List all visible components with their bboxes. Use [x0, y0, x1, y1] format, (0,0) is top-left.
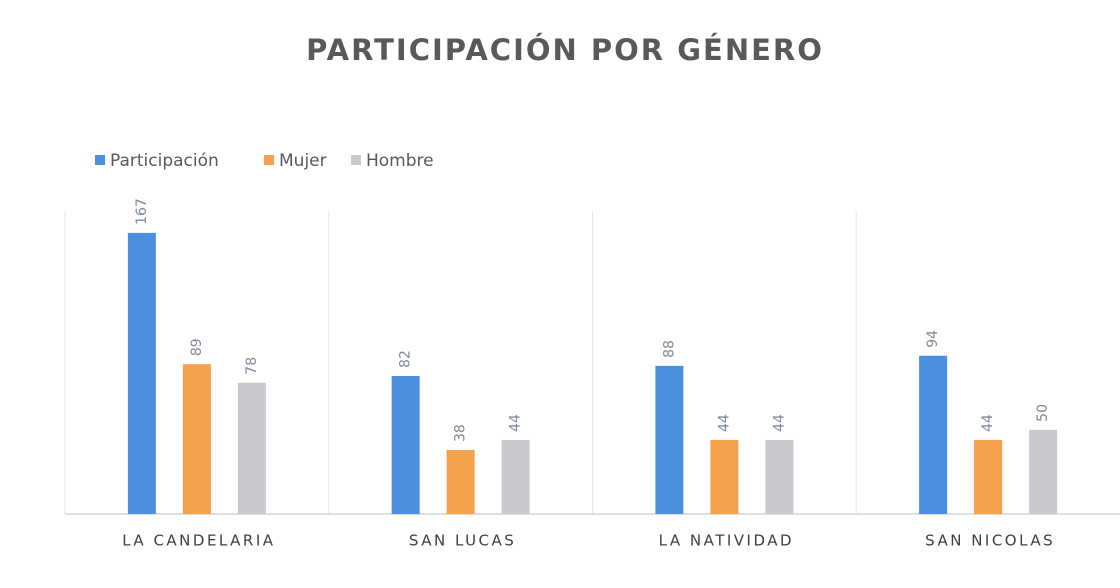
bar	[391, 375, 420, 514]
bar	[127, 232, 156, 514]
bar	[446, 450, 475, 514]
data-label: 88	[661, 340, 677, 358]
x-tick-label: LA NATIVIDAD	[659, 532, 794, 550]
bar	[710, 439, 739, 514]
bar	[919, 355, 948, 514]
data-label: 167	[134, 198, 150, 225]
data-label: 44	[980, 414, 996, 432]
data-label: 89	[189, 338, 205, 356]
data-label: 38	[453, 424, 469, 442]
bar	[974, 439, 1003, 514]
bar	[1029, 429, 1058, 514]
legend-swatch	[351, 155, 361, 165]
bar	[765, 439, 794, 514]
legend-swatch	[95, 155, 105, 165]
bar	[501, 439, 530, 514]
data-label: 44	[508, 414, 524, 432]
legend-label: Mujer	[279, 151, 327, 171]
chart-title: PARTICIPACIÓN POR GÉNERO	[306, 33, 824, 67]
data-label: 78	[244, 357, 260, 375]
x-tick-label: SAN NICOLAS	[925, 532, 1055, 550]
legend-swatch	[264, 155, 274, 165]
bar	[237, 382, 266, 514]
data-label: 94	[925, 330, 941, 348]
data-label: 82	[398, 350, 414, 368]
data-label: 44	[771, 414, 787, 432]
x-tick-label: SAN LUCAS	[409, 532, 516, 550]
legend-label: Hombre	[366, 151, 434, 171]
bar	[655, 365, 684, 514]
data-label: 50	[1035, 404, 1051, 422]
legend-label: Participación	[110, 151, 219, 171]
data-label: 44	[716, 414, 732, 432]
x-tick-label: LA CANDELARIA	[122, 532, 275, 550]
bar	[182, 364, 211, 514]
